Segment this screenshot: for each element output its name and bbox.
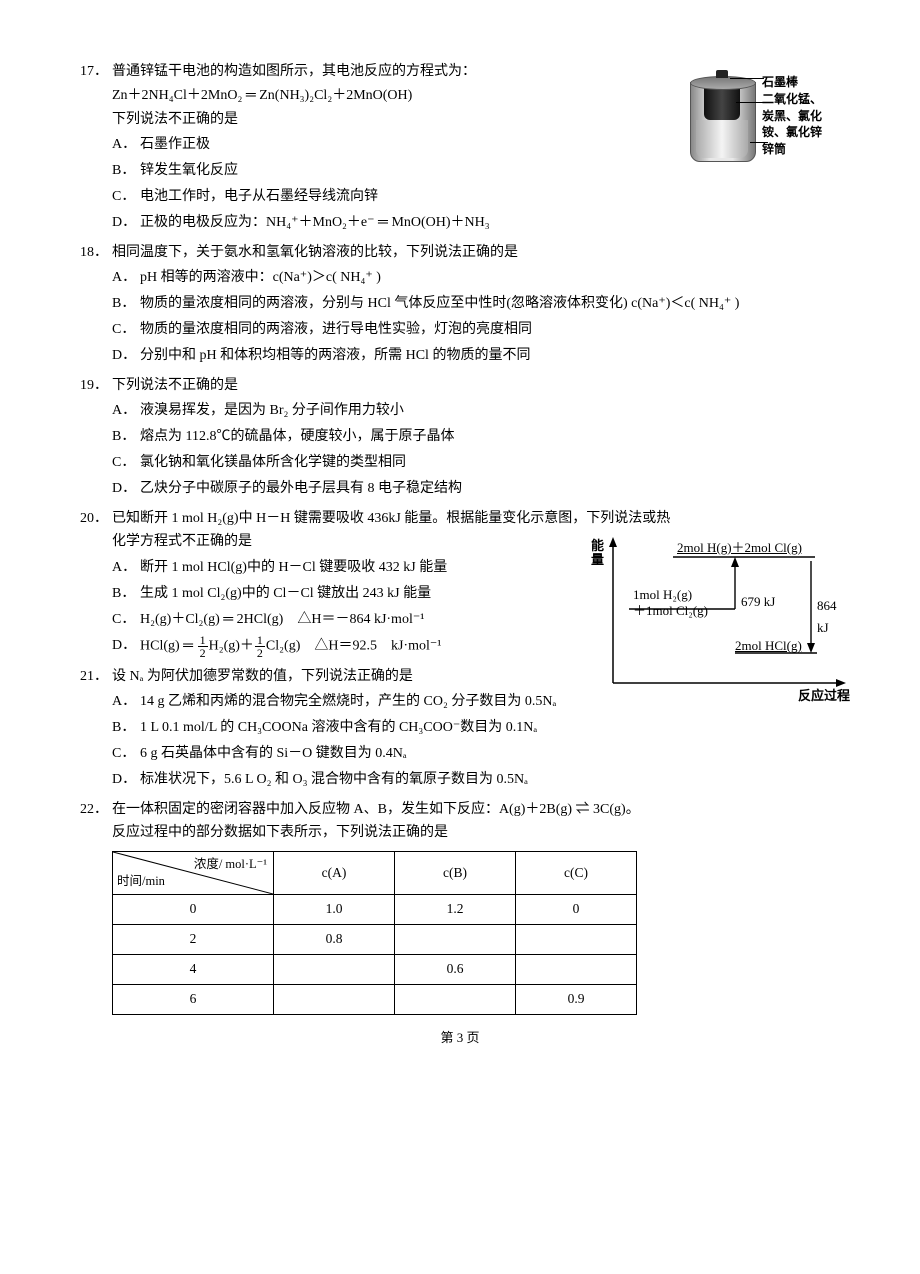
table-row: 20.8 [113,925,637,955]
energy-mid-level: 1mol H₂(g) ＋1mol Cl₂(g) [633,587,708,620]
q19-stem: 下列说法不正确的是 [112,374,840,398]
q20-stem-line1: 已知断开 1 mol H₂(g)中 H－H 键需要吸收 436kJ 能量。根据能… [112,507,840,531]
col-b: c(B) [395,852,516,895]
q18-opt-c: C．物质的量浓度相同的两溶液，进行导电性实验，灯泡的亮度相同 [112,318,840,342]
battery-labels: 石墨棒 二氧化锰、 炭黑、氯化 铵、氯化锌 锌筒 [762,74,822,158]
q21-opt-d: D．标准状况下，5.6 L O₂ 和 O₃ 混合物中含有的氧原子数目为 0.5N… [112,768,840,792]
question-19: 19．下列说法不正确的是 A．液溴易挥发，是因为 Br₂ 分子间作用力较小 B．… [80,374,840,501]
energy-top-level: 2mol H(g)＋2mol Cl(g) [677,537,802,559]
q22-table: 浓度/ mol·L⁻¹ 时间/min c(A) c(B) c(C) 01.01.… [112,851,637,1015]
q18-number: 18． [80,241,112,265]
q20-opt-a: A．断开 1 mol HCl(g)中的 H－Cl 键要吸收 432 kJ 能量 [112,556,552,580]
energy-val-864: 864 kJ [817,595,850,639]
energy-ylabel-1: 能 [591,539,604,553]
q18-opt-b: B．物质的量浓度相同的两溶液，分别与 HCl 气体反应至中性时(忽略溶液体积变化… [112,292,840,316]
q19-opt-a: A．液溴易挥发，是因为 Br₂ 分子间作用力较小 [112,399,840,423]
energy-ylabel-2: 量 [591,553,604,567]
q19-number: 19． [80,374,112,398]
q20-options: A．断开 1 mol HCl(g)中的 H－Cl 键要吸收 432 kJ 能量 … [80,556,552,658]
q21-number: 21． [80,665,112,689]
q22-number: 22． [80,798,112,822]
q19-opt-d: D．乙炔分子中碳原子的最外电子层具有 8 电子稳定结构 [112,477,840,501]
q19-opt-c: C．氯化钠和氧化镁晶体所含化学键的类型相同 [112,451,840,475]
energy-xlabel: 反应过程 [798,685,850,707]
q20-opt-c: C．H₂(g)＋Cl₂(g) ═ 2HCl(g) △H＝－864 kJ·mol⁻… [112,608,552,632]
energy-val-679: 679 kJ [741,591,775,613]
q17-opt-c: C．电池工作时，电子从石墨经导线流向锌 [112,185,840,209]
table-diag-header: 浓度/ mol·L⁻¹ 时间/min [113,852,274,895]
table-row: 01.01.20 [113,895,637,925]
q19-opt-b: B．熔点为 112.8℃的硫晶体，硬度较小，属于原子晶体 [112,425,840,449]
q18-stem: 相同温度下，关于氨水和氢氧化钠溶液的比较，下列说法正确的是 [112,241,840,265]
q17-opt-d: D．正极的电极反应为：NH₄⁺＋MnO₂＋e⁻ ═ MnO(OH)＋NH₃ [112,211,840,235]
q18-opt-d: D．分别中和 pH 和体积均相等的两溶液，所需 HCl 的物质的量不同 [112,344,840,368]
q20-number: 20． [80,507,112,531]
q17-number: 17． [80,60,112,84]
col-a: c(A) [274,852,395,895]
q18-opt-a: A．pH 相等的两溶液中：c(Na⁺)＞c( NH₄⁺ ) [112,266,840,290]
energy-diagram-svg [585,533,850,708]
question-22: 22． 在一体积固定的密闭容器中加入反应物 A、B，发生如下反应：A(g)＋2B… [80,798,840,1015]
question-18: 18．相同温度下，关于氨水和氢氧化钠溶液的比较，下列说法正确的是 A．pH 相等… [80,241,840,368]
q20-opt-d: D． HCl(g) ═ 12H₂(g)＋12Cl₂(g) △H＝92.5 kJ·… [112,634,552,659]
q20-opt-b: B．生成 1 mol Cl₂(g)中的 Cl－Cl 键放出 243 kJ 能量 [112,582,552,606]
energy-diagram: 能 量 2mol H(g)＋2mol Cl(g) 1mol H₂(g) ＋1mo… [585,533,850,708]
col-c: c(C) [516,852,637,895]
table-row: 60.9 [113,984,637,1014]
battery-drawing [684,70,759,168]
q18-options: A．pH 相等的两溶液中：c(Na⁺)＞c( NH₄⁺ ) B．物质的量浓度相同… [80,266,840,367]
battery-label-2: 二氧化锰、 [762,91,822,108]
page-footer: 第 3 页 [80,1027,840,1049]
q21-opt-c: C．6 g 石英晶体中含有的 Si－O 键数目为 0.4Nₐ [112,742,840,766]
question-20: 20． 已知断开 1 mol H₂(g)中 H－H 键需要吸收 436kJ 能量… [80,507,840,659]
question-17: 17． 普通锌锰干电池的构造如图所示，其电池反应的方程式为： Zn＋2NH₄Cl… [80,60,840,235]
battery-label-5: 锌筒 [762,141,822,158]
energy-bot-level: 2mol HCl(g) [735,635,802,657]
table-header-row: 浓度/ mol·L⁻¹ 时间/min c(A) c(B) c(C) [113,852,637,895]
battery-label-4: 铵、氯化锌 [762,124,822,141]
battery-figure: 石墨棒 二氧化锰、 炭黑、氯化 铵、氯化锌 锌筒 [680,70,850,168]
battery-label-3: 炭黑、氯化 [762,108,822,125]
q21-opt-b: B．1 L 0.1 mol/L 的 CH₃COONa 溶液中含有的 CH₃COO… [112,716,840,740]
battery-label-1: 石墨棒 [762,74,822,91]
q20-opt-d-text: HCl(g) ═ 12H₂(g)＋12Cl₂(g) △H＝92.5 kJ·mol… [140,634,552,659]
q22-stem: 在一体积固定的密闭容器中加入反应物 A、B，发生如下反应：A(g)＋2B(g) … [112,798,840,846]
q19-options: A．液溴易挥发，是因为 Br₂ 分子间作用力较小 B．熔点为 112.8℃的硫晶… [80,399,840,500]
q22-stem-line2: 反应过程中的部分数据如下表所示，下列说法正确的是 [112,821,840,845]
table-row: 40.6 [113,954,637,984]
q22-stem-line1: 在一体积固定的密闭容器中加入反应物 A、B，发生如下反应：A(g)＋2B(g) … [112,798,840,822]
